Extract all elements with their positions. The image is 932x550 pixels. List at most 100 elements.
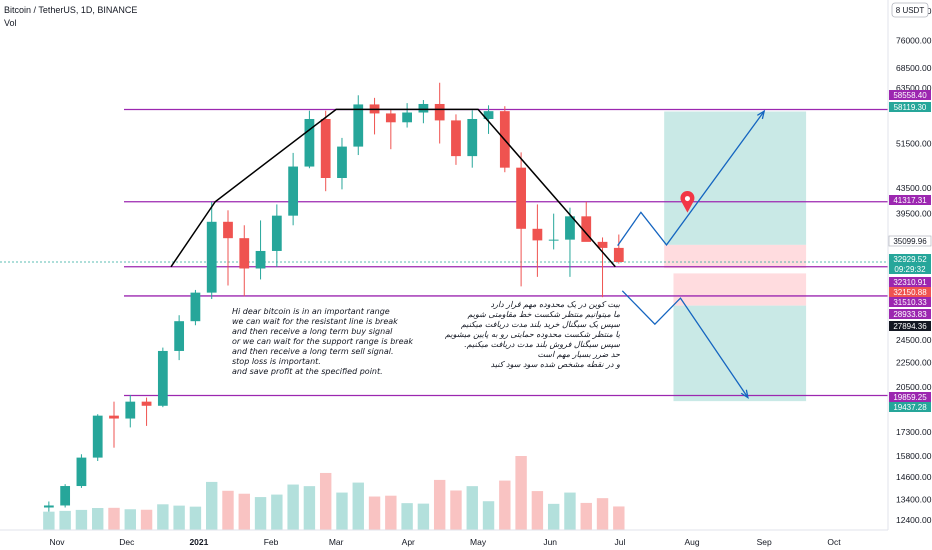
price-tag-bg (889, 254, 931, 264)
volume-bar-11 (222, 490, 234, 530)
candle-body-1 (60, 486, 71, 506)
y-tick-label-4: 51500.00 (896, 138, 932, 148)
x-tick-label-3: Feb (264, 537, 279, 547)
projection-path-1 (621, 290, 749, 398)
price-tag-text: 31510.33 (893, 298, 927, 307)
volume-bar-22 (401, 503, 413, 530)
volume-bar-9 (189, 506, 202, 530)
price-tag-0: 58558.40 (889, 90, 931, 100)
price-tag-11: 19859.25 (889, 392, 931, 402)
candle-body-27 (483, 111, 494, 119)
price-tag-bg (889, 309, 931, 319)
candle-body-30 (532, 228, 543, 241)
candle-body-14 (271, 215, 282, 251)
candle-body-34 (597, 241, 608, 248)
price-tag-9: 28933.83 (889, 309, 931, 319)
x-tick-label-1: Dec (119, 537, 135, 547)
badge-bg (891, 2, 929, 18)
volume-bar-32 (564, 492, 576, 530)
candle-body-15 (288, 166, 299, 216)
candle-body-32 (565, 216, 575, 240)
location-pin-icon (680, 190, 695, 213)
y-tick-label-11: 15800.00 (896, 451, 932, 461)
volume-bar-33 (580, 502, 592, 530)
volume-bar-12 (238, 493, 250, 530)
volume-bar-24 (433, 479, 446, 530)
x-tick-label-6: May (470, 537, 487, 547)
candle-body-26 (467, 118, 478, 157)
currency-scale-badge: 8 USDT (891, 2, 929, 18)
candle-body-17 (320, 118, 331, 178)
volume-bar-29 (515, 456, 527, 530)
price-tag-bg (889, 321, 931, 331)
price-tag-text: 09:29:32 (894, 265, 926, 274)
price-tag-bg (889, 90, 931, 100)
y-tick-label-13: 13400.00 (896, 494, 932, 504)
volume-bar-10 (206, 481, 218, 530)
price-tag-text: 19859.25 (893, 393, 927, 402)
y-tick-label-12: 14600.00 (896, 472, 932, 482)
volume-indicator-label[interactable]: Vol (4, 18, 17, 28)
x-tick-label-0: Nov (49, 537, 65, 547)
x-tick-label-10: Sep (757, 537, 772, 547)
volume-bar-31 (547, 503, 560, 530)
volume-bar-26 (466, 486, 478, 530)
x-tick-label-2: 2021 (189, 537, 208, 547)
price-tag-bg (889, 264, 931, 274)
x-tick-label-5: Apr (402, 537, 415, 547)
price-tag-text: 35099.96 (893, 237, 927, 246)
volume-bar-19 (352, 482, 364, 530)
candle-body-22 (402, 112, 413, 123)
volume-bar-5 (124, 509, 136, 530)
x-tick-label-11: Oct (827, 537, 841, 547)
candle-body-33 (581, 216, 592, 242)
volume-bar-7 (157, 504, 169, 530)
candle-body-13 (255, 250, 266, 269)
candle-body-2 (76, 457, 87, 487)
candle-body-6 (141, 401, 152, 406)
price-tag-text: 32150.88 (893, 288, 927, 297)
y-tick-label-8: 22500.00 (896, 357, 932, 367)
y-tick-label-1: 76000.00 (896, 36, 932, 46)
candle-body-16 (304, 118, 315, 167)
price-tag-3: 35099.96 (888, 235, 932, 247)
price-tag-6: 32310.91 (889, 277, 931, 287)
candle-body-19 (353, 104, 364, 147)
badge-text: 8 USDT (896, 6, 925, 15)
projection-path-0 (617, 110, 765, 246)
volume-bar-30 (531, 491, 544, 530)
y-tick-label-9: 20500.00 (896, 382, 932, 392)
y-tick-label-10: 17300.00 (896, 427, 932, 437)
price-tag-text: 41317.31 (893, 196, 927, 205)
volume-bar-34 (596, 498, 609, 530)
y-tick-label-5: 43500.00 (896, 183, 932, 193)
pin-hole (684, 196, 690, 202)
volume-bar-13 (254, 497, 267, 530)
volume-bar-28 (499, 480, 511, 530)
candle-body-18 (337, 146, 347, 178)
volume-bar-6 (140, 509, 153, 530)
candle-body-0 (43, 505, 54, 508)
y-tick-label-7: 24500.00 (896, 335, 932, 345)
price-tag-1: 58119.30 (889, 102, 931, 112)
zone-target-3 (673, 305, 807, 402)
zone-stop-1 (664, 244, 807, 269)
zone-target-0 (664, 111, 807, 245)
price-tag-4: 32929.52 (889, 254, 931, 264)
symbol-title: Bitcoin / TetherUS, 1D, BINANCE (4, 5, 138, 15)
volume-bar-14 (271, 494, 283, 530)
candle-body-35 (613, 247, 624, 262)
zone-stop-2 (673, 273, 807, 306)
volume-bar-25 (450, 490, 462, 530)
price-tag-text: 28933.83 (893, 310, 927, 319)
volume-bar-4 (108, 507, 120, 530)
y-tick-label-2: 68500.00 (896, 63, 932, 73)
price-tag-text: 19437.28 (893, 403, 927, 412)
candle-body-25 (451, 120, 461, 157)
candle-body-23 (418, 103, 429, 113)
candle-body-9 (190, 292, 201, 322)
price-tag-12: 19437.28 (889, 402, 931, 412)
candle-body-11 (223, 221, 233, 239)
